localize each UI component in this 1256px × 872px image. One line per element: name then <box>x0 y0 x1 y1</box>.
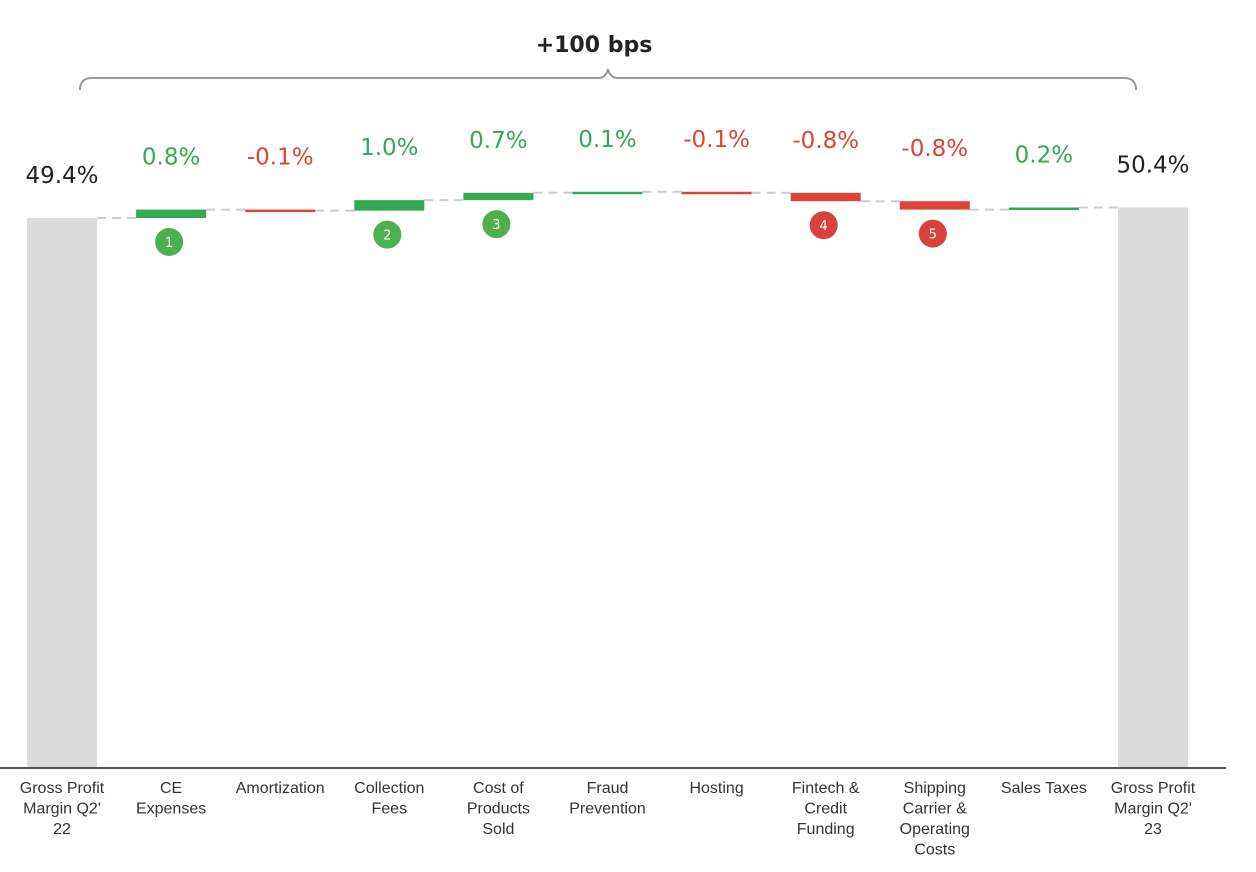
x-tick-label: CE Expenses <box>136 780 206 818</box>
value-label: 0.7% <box>469 128 527 154</box>
x-tick-label: Cost of Products Sold <box>467 780 530 838</box>
badge-1 <box>155 228 184 256</box>
badge-2 <box>373 220 402 249</box>
value-label: 0.8% <box>142 145 200 171</box>
value-label: -0.8% <box>901 136 968 162</box>
x-tick-label: Shipping Carrier & Operating Costs <box>900 780 970 859</box>
bar-start-total <box>27 218 97 767</box>
badge-number: 4 <box>820 219 828 234</box>
x-tick-label: Sales Taxes <box>1001 780 1087 797</box>
badge-5 <box>918 219 947 248</box>
badge-number: 3 <box>492 218 500 233</box>
value-label: -0.1% <box>683 127 750 153</box>
bar-step <box>899 201 970 210</box>
bar-step <box>354 200 425 211</box>
value-label-start: 49.4% <box>25 163 98 189</box>
badge-number: 5 <box>929 228 937 243</box>
bar-step <box>463 192 534 201</box>
bracket-line <box>79 68 1137 91</box>
x-tick-labels: Gross Profit Margin Q2' 22 CE Expenses Amorti… <box>20 780 1196 859</box>
bar-step <box>245 209 316 213</box>
bar-step <box>1008 207 1079 210</box>
bracket-label: +100 bps <box>536 33 653 58</box>
x-tick-label: Fintech & Credit Funding <box>792 780 860 838</box>
badges-group: 1 2 3 4 5 <box>155 210 947 256</box>
value-label-end: 50.4% <box>1116 153 1189 179</box>
bracket-group: +100 bps <box>79 33 1137 91</box>
value-label: 0.2% <box>1015 143 1073 169</box>
value-label: -0.8% <box>792 128 859 154</box>
bar-step <box>572 191 643 195</box>
x-tick-label: Amortization <box>236 780 325 797</box>
x-tick-label: Gross Profit Margin Q2' 23 <box>1111 780 1196 838</box>
badge-4 <box>809 211 838 240</box>
bar-step <box>681 191 752 195</box>
value-labels-group: 49.4% 0.8% -0.1% 1.0% 0.7% 0.1% -0.1% -0.8% -0.8… <box>25 127 1189 189</box>
badge-number: 2 <box>383 229 391 244</box>
x-tick-label: Collection Fees <box>354 780 424 818</box>
value-label: -0.1% <box>247 145 314 171</box>
badge-3 <box>482 210 511 239</box>
x-tick-label: Gross Profit Margin Q2' 22 <box>20 780 105 838</box>
value-label: 1.0% <box>360 135 418 161</box>
badge-number: 1 <box>165 236 173 251</box>
x-tick-label: Fraud Prevention <box>569 780 646 818</box>
connector-lines <box>97 190 1118 219</box>
bars-group <box>27 191 1188 767</box>
value-label: 0.1% <box>578 127 636 153</box>
bar-step <box>790 192 861 202</box>
bar-step <box>136 209 207 218</box>
bar-end-total <box>1118 207 1188 767</box>
x-tick-label: Hosting <box>689 780 743 797</box>
